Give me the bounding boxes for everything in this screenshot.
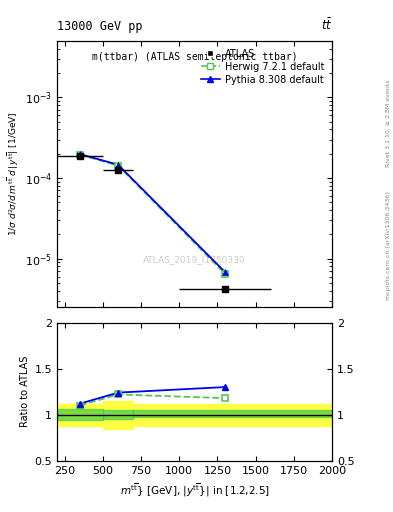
X-axis label: $m^{\mathregular{t}\overline{\mathregular{t}}}$} [GeV], $|y^{\mathregular{t}\ove: $m^{\mathregular{t}\overline{\mathregula… — [119, 481, 270, 499]
Text: m(ttbar) (ATLAS semileptonic ttbar): m(ttbar) (ATLAS semileptonic ttbar) — [92, 52, 298, 61]
Text: 13000 GeV pp: 13000 GeV pp — [57, 20, 143, 33]
Text: ATLAS_2019_I1750330: ATLAS_2019_I1750330 — [143, 255, 246, 264]
Y-axis label: Ratio to ATLAS: Ratio to ATLAS — [20, 356, 30, 428]
Text: Rivet 3.1.10, ≥ 2.8M events: Rivet 3.1.10, ≥ 2.8M events — [386, 79, 391, 166]
Y-axis label: $1 / \sigma\ d^{2}\!\sigma / d\,m^{\,\mathregular{t}\overline{\mathregular{t}}}\: $1 / \sigma\ d^{2}\!\sigma / d\,m^{\,\ma… — [5, 112, 20, 237]
Text: $t\bar{t}$: $t\bar{t}$ — [321, 18, 332, 33]
Legend: ATLAS, Herwig 7.2.1 default, Pythia 8.308 default: ATLAS, Herwig 7.2.1 default, Pythia 8.30… — [198, 46, 327, 88]
Text: mcplots.cern.ch [arXiv:1306.3436]: mcplots.cern.ch [arXiv:1306.3436] — [386, 191, 391, 300]
